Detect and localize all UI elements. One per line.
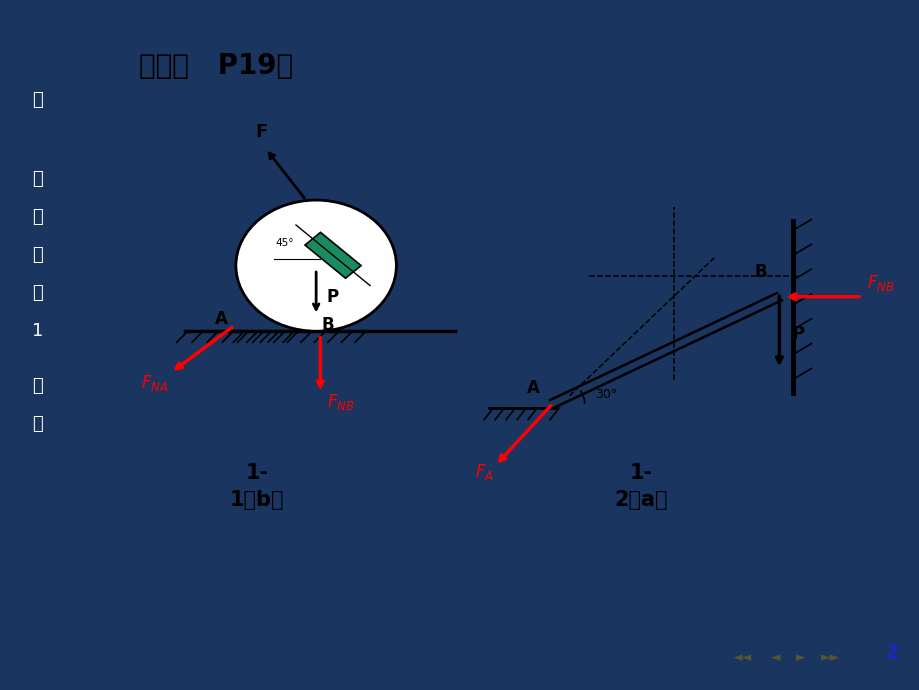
Text: P: P — [790, 326, 803, 344]
Text: 第一章   P19：: 第一章 P19： — [139, 52, 292, 79]
Text: 2: 2 — [884, 643, 898, 662]
Text: 1-
1（b）: 1- 1（b） — [230, 463, 284, 510]
Text: 业: 业 — [32, 415, 43, 433]
Text: 1: 1 — [32, 322, 43, 340]
Text: 力: 力 — [32, 246, 43, 264]
Text: F: F — [255, 123, 267, 141]
Text: ◄: ◄ — [770, 651, 779, 664]
Text: ►►: ►► — [821, 651, 839, 664]
Text: A: A — [214, 310, 227, 328]
Text: 30°: 30° — [595, 388, 617, 401]
Text: $F_{NB}$: $F_{NB}$ — [867, 273, 894, 293]
Text: 附: 附 — [32, 91, 43, 109]
Text: ◄◄: ◄◄ — [732, 651, 751, 664]
Text: $F_{NB}$: $F_{NB}$ — [327, 392, 354, 412]
Text: $F_A$: $F_A$ — [474, 462, 494, 482]
Text: 45°: 45° — [276, 238, 294, 248]
Circle shape — [235, 200, 396, 331]
Text: A: A — [527, 379, 539, 397]
Text: B: B — [321, 316, 334, 334]
Text: 学: 学 — [32, 284, 43, 302]
Text: 1-
2（a）: 1- 2（a） — [614, 463, 667, 510]
Text: $F_{NA}$: $F_{NA}$ — [142, 373, 168, 393]
Text: ►: ► — [795, 651, 804, 664]
Text: B: B — [754, 264, 766, 282]
Text: 础: 础 — [32, 208, 43, 226]
Text: P: P — [326, 288, 338, 306]
Text: 作: 作 — [32, 377, 43, 395]
Bar — [304, 233, 360, 278]
Text: 基: 基 — [32, 170, 43, 188]
